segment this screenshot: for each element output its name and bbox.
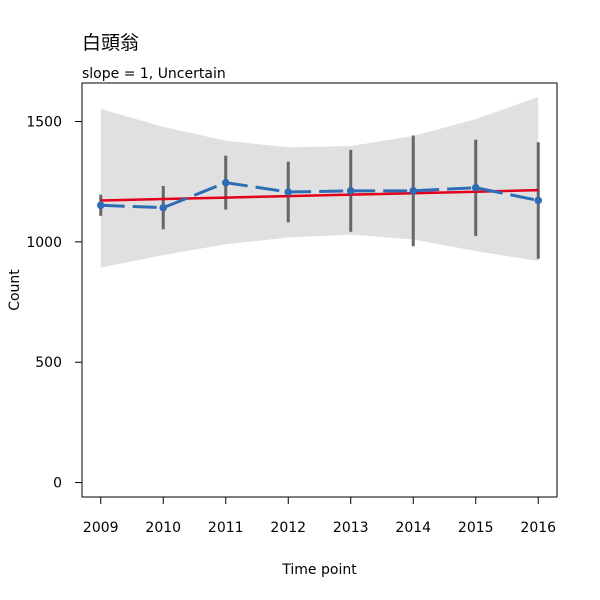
data-point — [346, 187, 355, 195]
y-tick-label: 1000 — [26, 235, 62, 251]
x-tick-label: 2015 — [458, 520, 494, 536]
y-tick-label: 0 — [53, 476, 62, 492]
y-tick-label: 500 — [35, 355, 62, 371]
y-axis-label: Count — [7, 269, 23, 311]
confidence-band — [100, 96, 539, 268]
x-tick-label: 2012 — [270, 520, 306, 536]
observed-line — [100, 181, 539, 210]
x-axis: 2009 2010 2011 2012 2013 2014 2015 2016 — [83, 496, 556, 536]
x-tick-label: 2013 — [333, 520, 369, 536]
trend-line — [100, 188, 539, 202]
y-tick-label: 1500 — [26, 115, 62, 131]
data-point — [284, 188, 293, 196]
y-axis: 0 500 1000 1500 — [26, 115, 83, 492]
data-point — [409, 187, 418, 195]
confidence-band-layer — [100, 96, 539, 268]
chart-title: 白頭翁 — [82, 32, 139, 54]
observed-series-layer — [96, 178, 543, 212]
x-tick-label: 2009 — [83, 520, 119, 536]
x-tick-label: 2016 — [520, 520, 556, 536]
x-tick-label: 2014 — [395, 520, 431, 536]
chart-subtitle: slope = 1, Uncertain — [82, 66, 226, 82]
x-axis-label: Time point — [281, 562, 357, 578]
data-point — [534, 196, 543, 205]
x-tick-label: 2011 — [208, 520, 244, 536]
data-point — [96, 201, 105, 210]
trend-line-layer — [100, 188, 539, 202]
x-tick-label: 2010 — [145, 520, 181, 536]
data-point — [471, 183, 480, 192]
data-point — [159, 203, 168, 212]
data-point — [221, 178, 230, 187]
